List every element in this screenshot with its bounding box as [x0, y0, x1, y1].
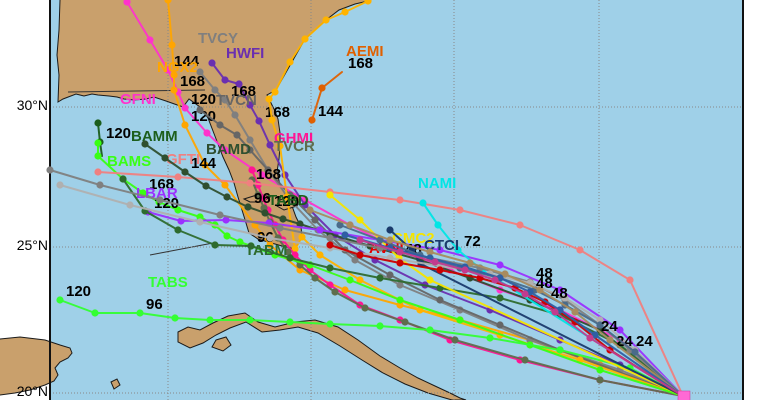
svg-text:TVCN: TVCN [216, 92, 257, 109]
svg-text:120: 120 [66, 283, 91, 300]
svg-text:120: 120 [106, 125, 131, 142]
svg-text:168: 168 [256, 166, 281, 183]
svg-text:BAMM: BAMM [131, 128, 178, 145]
svg-text:AEMI: AEMI [346, 43, 384, 60]
svg-text:GFNI: GFNI [120, 91, 156, 108]
svg-text:NGX2: NGX2 [157, 59, 198, 76]
svg-text:HWFI: HWFI [226, 45, 264, 62]
svg-text:BAMD: BAMD [206, 141, 251, 158]
svg-text:72: 72 [464, 233, 481, 250]
svg-text:TABD: TABD [268, 192, 309, 209]
svg-text:TVCR: TVCR [274, 138, 315, 155]
svg-text:24: 24 [636, 333, 653, 350]
svg-text:24: 24 [601, 318, 618, 335]
svg-text:96: 96 [146, 296, 163, 313]
svg-text:NAMI: NAMI [418, 175, 456, 192]
svg-text:48: 48 [536, 275, 553, 292]
svg-text:TABM: TABM [245, 242, 287, 259]
svg-text:120: 120 [191, 91, 216, 108]
svg-text:TVCY: TVCY [198, 30, 238, 47]
svg-text:BAMS: BAMS [107, 153, 151, 170]
svg-text:TABS: TABS [148, 274, 188, 291]
svg-text:144: 144 [318, 103, 344, 120]
